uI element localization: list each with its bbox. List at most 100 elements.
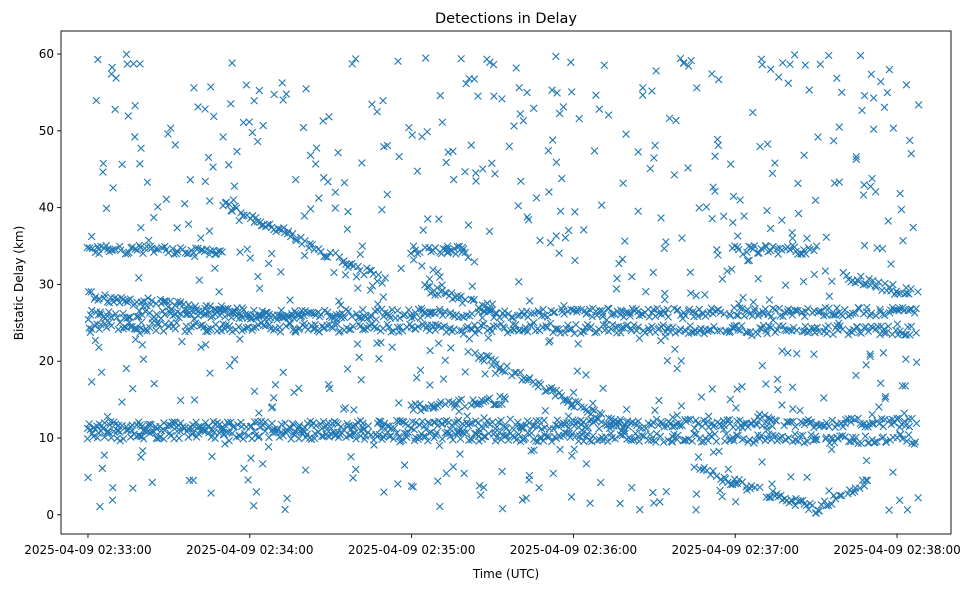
data-point-1596 [713, 327, 721, 335]
data-point-2017 [354, 284, 362, 292]
data-point-2471 [613, 274, 621, 283]
data-point-2287 [102, 204, 111, 213]
x-axis-ticks: 2025-04-09 02:33:00 2025-04-09 02:34:00 20… [24, 534, 961, 557]
data-point-1494 [480, 320, 488, 328]
data-point-132 [545, 384, 554, 393]
data-point-2550 [718, 492, 726, 501]
data-point-2090 [763, 206, 771, 215]
data-point-551 [772, 417, 781, 425]
data-point-1653 [853, 323, 862, 331]
data-point-2147 [210, 428, 218, 437]
data-point-1679 [912, 329, 920, 337]
data-point-1475 [434, 321, 442, 330]
data-point-2442 [778, 216, 786, 224]
data-point-1286 [819, 311, 828, 320]
data-point-2135 [201, 105, 209, 113]
data-point-392 [430, 418, 438, 427]
data-point-2046 [225, 436, 233, 445]
data-point-93 [470, 295, 478, 304]
data-point-1118 [435, 305, 444, 314]
data-point-1636 [811, 328, 819, 337]
data-point-2387 [555, 109, 564, 118]
data-point-486 [634, 417, 643, 426]
data-point-2164 [500, 307, 509, 315]
data-point-130 [541, 387, 549, 396]
data-point-2444 [368, 281, 377, 290]
data-point-790 [497, 435, 506, 444]
data-point-1612 [756, 324, 764, 332]
data-point-440 [534, 422, 542, 431]
data-point-1180 [588, 312, 597, 321]
data-point-59 [354, 262, 362, 271]
data-point-503 [672, 420, 680, 428]
data-point-1011 [190, 315, 199, 323]
data-point-2160 [589, 399, 597, 408]
data-point-2579 [197, 343, 205, 351]
data-point-1980 [108, 63, 116, 72]
data-point-1502 [500, 324, 509, 332]
x-tick-label-1: 2025-04-09 02:34:00 [186, 543, 313, 557]
data-point-2493 [727, 265, 736, 274]
data-point-1099 [393, 306, 402, 315]
data-point-2563 [754, 274, 762, 283]
data-point-2083 [95, 343, 103, 352]
data-point-1513 [523, 327, 532, 336]
data-point-1251 [740, 312, 749, 320]
data-point-1658 [864, 327, 873, 336]
data-point-2475 [458, 248, 466, 256]
data-point-237 [856, 484, 864, 493]
data-point-1959 [485, 394, 494, 402]
data-point-2527 [715, 447, 723, 456]
data-point-2419 [765, 296, 774, 304]
data-point-777 [468, 435, 476, 444]
data-point-2054 [331, 188, 340, 197]
data-point-1134 [478, 313, 487, 322]
data-point-1408 [282, 322, 290, 330]
data-point-1990 [129, 60, 138, 68]
data-point-2314 [758, 60, 767, 69]
data-point-640 [150, 428, 158, 436]
data-point-1439 [349, 322, 357, 331]
data-point-1606 [737, 321, 746, 330]
data-point-251 [104, 427, 112, 435]
data-point-1143 [495, 313, 504, 322]
data-point-2049 [243, 245, 252, 254]
data-point-487 [635, 423, 644, 432]
data-point-2435 [370, 441, 378, 449]
data-point-729 [361, 432, 370, 440]
data-point-1896 [842, 271, 851, 280]
data-point-1907 [865, 275, 873, 283]
data-point-2434 [626, 312, 634, 320]
data-point-2151 [490, 400, 499, 409]
data-point-1666 [880, 329, 889, 337]
data-point-2266 [756, 142, 764, 151]
data-point-1520 [542, 322, 550, 330]
data-point-153 [590, 406, 599, 415]
data-point-2030 [233, 147, 241, 156]
data-point-2574 [215, 288, 223, 296]
data-point-513 [693, 419, 702, 428]
data-point-1369 [187, 323, 195, 331]
data-point-1869 [755, 249, 763, 257]
data-point-2219 [655, 396, 663, 405]
data-point-2504 [803, 234, 811, 243]
data-point-1620 [773, 325, 781, 334]
data-point-1301 [851, 309, 860, 317]
data-point-778 [470, 429, 479, 438]
data-point-2210 [649, 488, 657, 497]
data-point-1681 [87, 288, 96, 296]
data-point-1344 [126, 322, 135, 331]
data-point-2250 [881, 394, 890, 403]
data-point-2406 [475, 437, 483, 445]
data-point-2202 [277, 268, 285, 276]
data-point-2402 [824, 51, 833, 60]
data-point-2409 [816, 60, 825, 69]
data-point-2543 [811, 196, 820, 205]
data-point-2040 [201, 340, 210, 349]
data-point-2496 [282, 90, 291, 98]
data-point-2482 [901, 381, 910, 390]
data-point-2288 [343, 225, 352, 234]
data-point-2172 [510, 325, 519, 334]
data-point-2604 [692, 490, 701, 498]
data-point-1930 [416, 400, 424, 408]
